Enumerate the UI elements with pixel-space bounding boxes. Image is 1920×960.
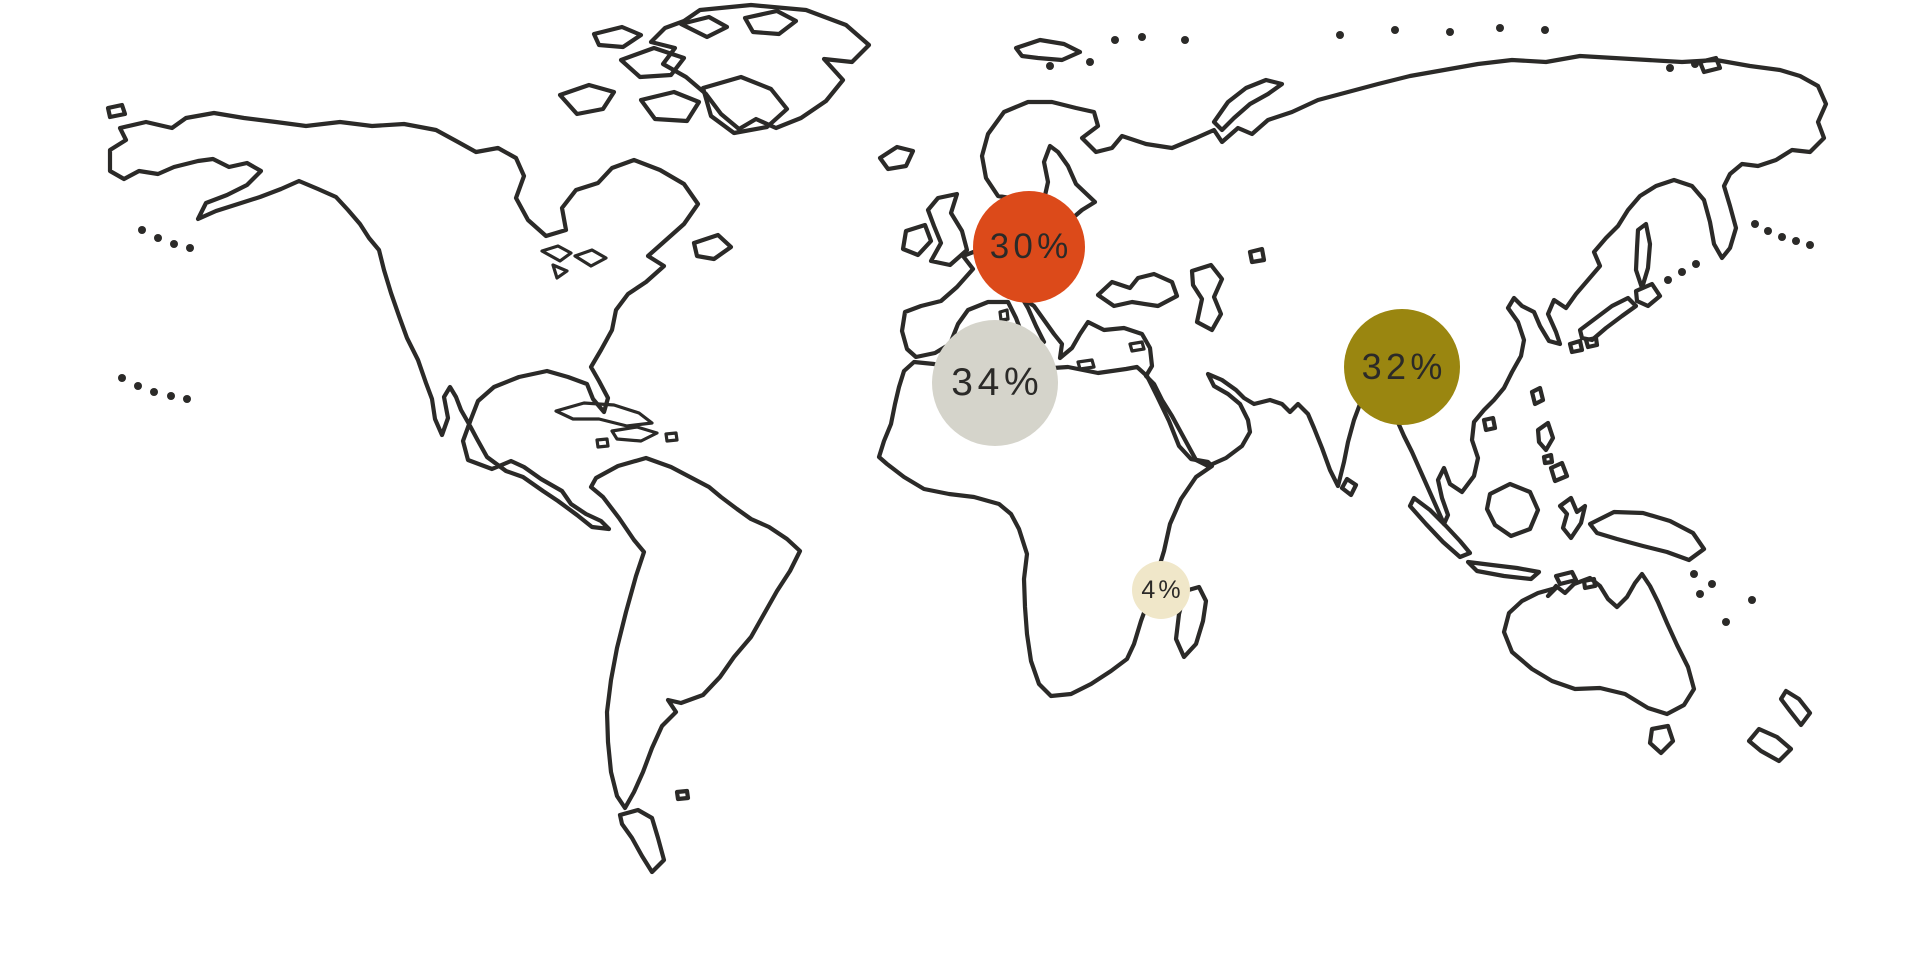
continent-eurasia [899,37,1829,527]
caspian-sea [1189,262,1225,333]
tasmania [1647,723,1676,756]
crete [1076,358,1096,371]
cyprus [1128,340,1146,353]
jamaica [595,437,610,449]
black-sea [1095,271,1180,309]
iceland [877,144,916,172]
continent-australia [1501,571,1697,756]
falkland-islands [674,788,691,802]
timor [1553,569,1579,587]
hokkaido [1633,281,1663,309]
south-island [1746,726,1794,764]
visayas [1541,452,1555,466]
honshu [1577,295,1639,343]
canadian-arctic-islands [557,8,799,136]
tierra-del-fuego [617,807,667,875]
corsica [998,308,1010,322]
great-lakes [540,244,608,280]
arctic-islands-russia [1013,37,1723,133]
sri-lanka [1339,476,1359,498]
madagascar [1173,584,1209,660]
bubble-east-africa-label: 4% [1141,575,1184,604]
bubble-europe: 30% [973,191,1085,303]
continent-south-america [588,455,803,875]
java [1465,559,1542,582]
puerto-rico [664,431,679,443]
sumatra [1407,495,1473,560]
north-island [1778,688,1813,728]
small-island-dots [118,24,1814,626]
bubble-south-asia-label: 32% [1361,346,1447,387]
continent-north-america [105,8,799,532]
sulawesi [1557,495,1588,541]
st-lawrence-island [105,102,128,120]
novaya-zemlya [1211,77,1285,133]
cuba [554,401,654,428]
caribbean-islands [554,401,679,449]
luzon [1535,420,1556,453]
svalbard [1013,37,1083,63]
taiwan [1529,385,1546,407]
shikoku [1583,335,1600,350]
bubble-south-asia: 32% [1344,309,1460,425]
new-zealand [1746,688,1813,764]
bubble-north-africa-label: 34% [951,361,1044,404]
wrangel-island [1697,55,1723,75]
bubble-east-africa: 4% [1132,561,1190,619]
asian-islands [1339,221,1707,591]
new-guinea [1587,509,1707,563]
hainan [1481,415,1498,433]
newfoundland [691,232,734,262]
sakhalin [1633,221,1653,291]
aral-sea [1247,246,1267,265]
borneo [1484,481,1541,539]
ireland [900,222,934,258]
hispaniola [610,425,659,443]
continent-africa [876,351,1215,699]
greenland [648,2,916,172]
bubble-north-africa: 34% [932,320,1058,446]
kyushu [1567,338,1585,355]
bubble-europe-label: 30% [989,227,1073,266]
mindanao [1548,460,1570,484]
british-isles [900,191,970,268]
great-britain [925,191,970,268]
